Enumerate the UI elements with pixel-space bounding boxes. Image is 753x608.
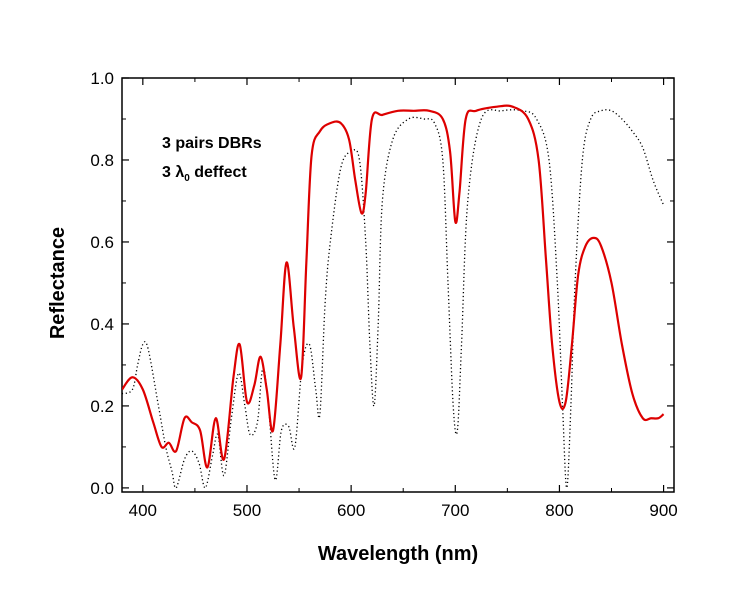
- annotation-lambda: 3 λ: [162, 164, 184, 181]
- y-tick-label: 0.4: [90, 315, 114, 334]
- y-tick-label: 0.0: [90, 479, 114, 498]
- tick-labels: 400 500 600 700 800 900 0.0 0.2 0.4 0.6 0.8 1.0: [90, 69, 677, 520]
- x-tick-label: 700: [441, 501, 469, 520]
- annotation-line-1: 3 pairs DBRs: [162, 135, 262, 152]
- annotation-suffix: deffect: [190, 164, 248, 181]
- y-axis-title: Reflectance: [47, 227, 69, 339]
- annotation-subscript: 0: [184, 173, 190, 184]
- y-tick-label: 0.8: [90, 151, 114, 170]
- x-tick-label: 800: [545, 501, 573, 520]
- x-tick-label: 500: [233, 501, 261, 520]
- x-tick-label: 900: [649, 501, 677, 520]
- x-tick-label: 600: [337, 501, 365, 520]
- y-tick-label: 0.2: [90, 397, 114, 416]
- y-tick-label: 0.6: [90, 233, 114, 252]
- series-line-solid: [122, 104, 665, 469]
- x-tick-label: 400: [129, 501, 157, 520]
- axis-ticks: [122, 77, 674, 492]
- y-tick-label: 1.0: [90, 69, 114, 88]
- series-group: [122, 104, 665, 489]
- annotation-line-2: 3 λ0 deffect: [162, 164, 247, 184]
- x-axis-title: Wavelength (nm): [318, 543, 478, 565]
